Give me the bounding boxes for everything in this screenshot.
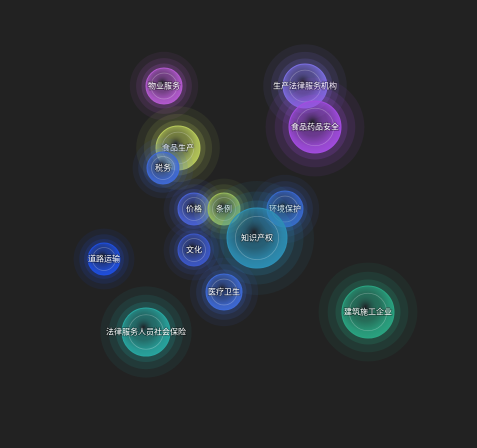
- bubble-label: 文化: [186, 245, 202, 255]
- bubble-circle[interactable]: [226, 207, 288, 269]
- bubble-inner-ring: [288, 69, 322, 103]
- bubble-circle[interactable]: [207, 192, 241, 226]
- bubble-inner-ring: [150, 72, 178, 100]
- bubble-label: 建筑施工企业: [344, 307, 392, 317]
- bubble-label: 食品生产: [162, 143, 194, 153]
- bubble-label: 价格: [186, 204, 202, 214]
- bubble[interactable]: 知识产权: [200, 181, 314, 295]
- bubble-inner-ring: [210, 278, 238, 306]
- bubble-label: 物业服务: [148, 81, 180, 91]
- bubble-circle[interactable]: [205, 273, 243, 311]
- bubble-inner-ring: [295, 107, 335, 147]
- bubble-label: 医疗卫生: [208, 287, 240, 297]
- bubble-circle[interactable]: [341, 285, 395, 339]
- bubble-inner-ring: [151, 156, 175, 180]
- bubble-inner-ring: [271, 195, 299, 223]
- bubble-label: 税务: [155, 163, 171, 173]
- bubble-label: 知识产权: [241, 233, 273, 243]
- bubble-label: 条例: [216, 204, 232, 214]
- bubble-inner-ring: [234, 215, 279, 260]
- bubble-inner-ring: [182, 238, 206, 262]
- bubble[interactable]: 医疗卫生: [189, 257, 259, 327]
- bubble-label: 生产法律服务机构: [273, 81, 337, 91]
- bubble-label: 道路运输: [88, 254, 120, 264]
- bubble[interactable]: 价格: [163, 178, 225, 240]
- bubble-circle[interactable]: [87, 242, 121, 276]
- bubble-inner-ring: [348, 292, 388, 332]
- bubble-circle[interactable]: [121, 307, 171, 357]
- bubble[interactable]: 道路运输: [73, 228, 135, 290]
- bubble-circle[interactable]: [288, 100, 342, 154]
- bubble-label: 环境保护: [269, 204, 301, 214]
- bubble-circle[interactable]: [145, 67, 183, 105]
- bubble[interactable]: 物业服务: [129, 51, 199, 121]
- bubble[interactable]: 食品药品安全: [265, 77, 365, 177]
- bubble[interactable]: 文化: [163, 219, 225, 281]
- bubble-label: 食品药品安全: [291, 122, 339, 132]
- bubble-inner-ring: [212, 197, 236, 221]
- bubble[interactable]: 法律服务人员社会保险: [100, 286, 192, 378]
- bubble-inner-ring: [92, 247, 116, 271]
- bubble[interactable]: 税务: [132, 137, 194, 199]
- bubble-inner-ring: [128, 314, 164, 350]
- bubble-circle[interactable]: [146, 151, 180, 185]
- bubble-circle[interactable]: [177, 233, 211, 267]
- bubble[interactable]: 建筑施工企业: [318, 262, 418, 362]
- bubble-inner-ring: [182, 197, 206, 221]
- bubble-label: 法律服务人员社会保险: [106, 327, 186, 337]
